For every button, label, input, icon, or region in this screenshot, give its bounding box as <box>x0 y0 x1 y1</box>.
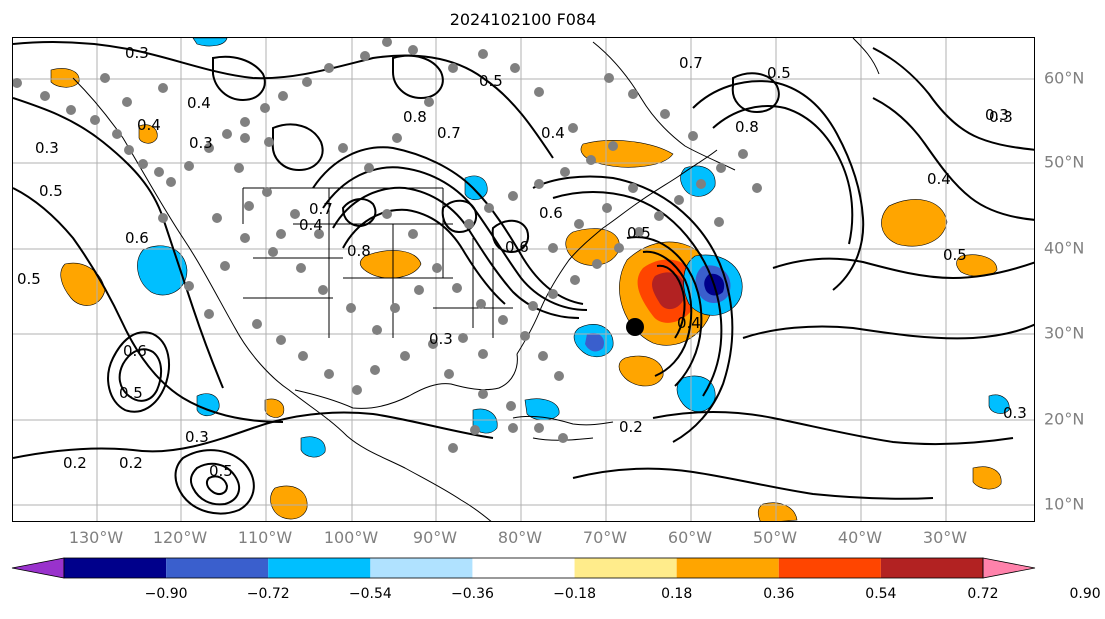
contour-label: 0.5 <box>767 64 791 82</box>
lat-label: 10°N <box>1044 494 1085 514</box>
colorbar-segment <box>778 558 881 578</box>
contour-label: 0.4 <box>677 314 701 332</box>
colorbar-tick-label: −0.72 <box>247 586 290 602</box>
colorbar-segment <box>64 558 167 578</box>
colorbar-segment <box>880 558 983 578</box>
contour-label: 0.2 <box>119 454 143 472</box>
contour-label: 0.5 <box>39 182 63 200</box>
colorbar-segment <box>574 558 677 578</box>
contour-label: 0.8 <box>347 242 371 260</box>
contour-label: 0.5 <box>943 246 967 264</box>
lon-label: 110°W <box>237 528 293 547</box>
lat-label: 50°N <box>1044 152 1085 172</box>
contour-label: 0.2 <box>619 418 643 436</box>
colorbar-tick-label: 0.72 <box>967 586 998 602</box>
contour-label: 0.3 <box>189 134 213 152</box>
lat-label: 20°N <box>1044 409 1085 429</box>
lat-label: 30°N <box>1044 323 1085 343</box>
contour-label: 0.6 <box>505 238 529 256</box>
contour-label: 0.2 <box>63 454 87 472</box>
contour-label: 0.3 <box>185 428 209 446</box>
contour-label: 0.3 <box>989 108 1013 126</box>
colorbar-segment <box>370 558 473 578</box>
contour-label: 0.8 <box>735 118 759 136</box>
colorbar-segment <box>472 558 575 578</box>
lon-label: 70°W <box>582 528 628 547</box>
lon-label: 100°W <box>323 528 379 547</box>
map-title: 2024102100 F084 <box>449 10 597 29</box>
lon-label: 60°W <box>667 528 713 547</box>
contour-label: 0.5 <box>119 384 143 402</box>
contour-label: 0.4 <box>187 94 211 112</box>
contour-label: 0.6 <box>125 229 149 247</box>
colorbar-tick-label: −0.90 <box>145 586 188 602</box>
colorbar-tick-label: −0.54 <box>349 586 392 602</box>
colorbar-segment <box>676 558 779 578</box>
colorbar-min-arrow <box>11 557 65 579</box>
lat-label: 60°N <box>1044 68 1085 88</box>
map-canvas: 0.3 0.3 0.4 0.5 0.4 0.3 0.5 0.6 0.7 0.8 … <box>13 38 1034 521</box>
contour-label: 0.4 <box>137 116 161 134</box>
contour-label: 0.4 <box>541 124 565 142</box>
contour-label: 0.5 <box>209 462 233 480</box>
colorbar-ticks: −0.90 −0.72 −0.54 −0.36 −0.18 0.18 0.36 … <box>145 586 1101 602</box>
lon-label: 50°W <box>752 528 798 547</box>
colorbar-tick-label: 0.18 <box>661 586 692 602</box>
lon-label: 130°W <box>68 528 124 547</box>
contour-label: 0.8 <box>403 108 427 126</box>
contour-label: 0.3 <box>429 330 453 348</box>
lon-label: 120°W <box>152 528 208 547</box>
contour-label: 0.6 <box>539 204 563 222</box>
contour-label: 0.7 <box>437 124 461 142</box>
colorbar-segment <box>166 558 269 578</box>
lon-label: 80°W <box>497 528 543 547</box>
colorbar: −0.90 −0.72 −0.54 −0.36 −0.18 0.18 0.36 … <box>0 555 1105 615</box>
colorbar-tick-label: −0.36 <box>451 586 494 602</box>
contour-label: 0.7 <box>679 54 703 72</box>
colorbar-segment <box>268 558 371 578</box>
contour-label: 0.3 <box>35 139 59 157</box>
storm-center-marker <box>626 318 644 336</box>
colorbar-tick-label: 0.36 <box>763 586 794 602</box>
lat-label: 40°N <box>1044 238 1085 258</box>
colorbar-tick-label: −0.18 <box>553 586 596 602</box>
contour-label: 0.3 <box>985 106 1009 124</box>
contour-label: 0.3 <box>1003 404 1027 422</box>
colorbar-tick-label: 0.90 <box>1070 586 1101 602</box>
contour-label: 0.5 <box>17 270 41 288</box>
contour-labels: 0.3 0.3 0.4 0.5 0.4 0.3 0.5 0.6 0.7 0.8 … <box>17 44 1027 480</box>
contour-label: 0.4 <box>927 170 951 188</box>
contour-label: 0.5 <box>627 224 651 242</box>
contour-label: 0.7 <box>309 200 333 218</box>
colorbar-max-arrow <box>982 557 1036 579</box>
contour-label: 0.5 <box>479 72 503 90</box>
colorbar-outline <box>63 557 984 579</box>
colorbar-tick-label: 0.54 <box>865 586 896 602</box>
colorbar-segments <box>11 557 1036 579</box>
contour-label: 0.6 <box>123 342 147 360</box>
station-dots <box>13 38 762 453</box>
lon-label: 30°W <box>922 528 968 547</box>
contour-label: 0.4 <box>299 216 323 234</box>
contour-label: 0.3 <box>125 44 149 62</box>
map-panel[interactable]: 0.3 0.3 0.4 0.5 0.4 0.3 0.5 0.6 0.7 0.8 … <box>12 37 1035 522</box>
lon-label: 90°W <box>412 528 458 547</box>
lon-label: 40°W <box>837 528 883 547</box>
